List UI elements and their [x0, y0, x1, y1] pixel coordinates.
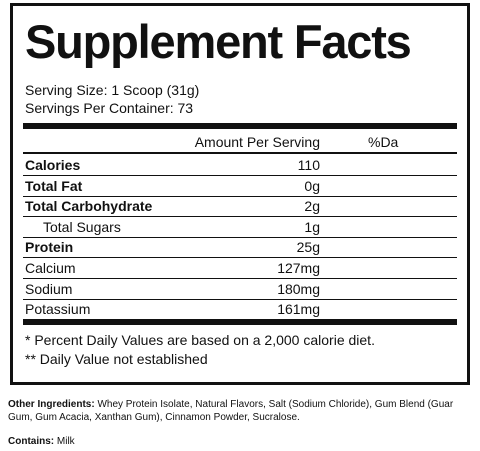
facts-panel: Supplement Facts Serving Size: 1 Scoop (… — [10, 3, 470, 385]
nutrient-amount: 110 — [297, 157, 320, 173]
thick-rule — [23, 123, 457, 129]
nutrient-name: Sodium — [25, 280, 73, 297]
nutrient-row: Calcium 127mg — [23, 258, 457, 279]
nutrient-name: Potassium — [25, 301, 91, 318]
nutrient-amount: 2g — [304, 198, 320, 215]
footnote: * Percent Daily Values are based on a 2,… — [25, 332, 375, 348]
nutrient-amount: 180mg — [277, 280, 320, 297]
title: Supplement Facts — [25, 15, 412, 68]
text: Whey Protein Isolate, Natural Flavors, S… — [8, 399, 454, 423]
nutrient-amount: 25g — [296, 239, 320, 256]
nutrient-row: Total Sugars 1g — [23, 217, 457, 238]
nutrient-row: Total Fat 0g — [23, 176, 457, 197]
nutrient-name: Calories — [25, 157, 81, 173]
nutrient-name: Protein — [25, 239, 74, 256]
nutrient-name: Total Sugars — [43, 218, 121, 235]
nutrient-row: Total Carbohydrate 2g — [23, 196, 457, 218]
servings-per-container: Servings Per Container: 73 — [25, 100, 194, 116]
contains: Contains: Milk — [8, 435, 472, 448]
label: Other Ingredients: — [8, 399, 95, 410]
other-ingredients: Other Ingredients: Whey Protein Isolate,… — [8, 398, 472, 424]
nutrient-name: Total Carbohydrate — [25, 198, 153, 215]
nutrient-amount: 127mg — [277, 260, 320, 276]
amount-header: Amount Per Serving — [194, 134, 320, 150]
nutrient-name: Calcium — [25, 260, 76, 276]
footnote: ** Daily Value not established — [25, 351, 208, 367]
nutrient-name: Total Fat — [25, 177, 83, 194]
percent-header: %Da — [368, 134, 399, 150]
text: Milk — [56, 436, 75, 447]
nutrient-row: Calories 110 — [23, 155, 457, 176]
nutrient-amount: 0g — [304, 177, 320, 194]
nutrient-amount: 161mg — [277, 301, 320, 318]
nutrient-amount: 1g — [304, 218, 320, 235]
nutrient-row: Potassium 161mg — [23, 299, 457, 321]
serving-size: Serving Size: 1 Scoop (31g) — [25, 82, 200, 98]
thick-rule — [23, 319, 457, 325]
nutrient-row: Sodium 180mg — [23, 279, 457, 300]
header-row: Amount Per Serving %Da — [23, 132, 457, 154]
nutrient-row: Protein 25g — [23, 237, 457, 259]
label: Contains: — [8, 436, 55, 447]
